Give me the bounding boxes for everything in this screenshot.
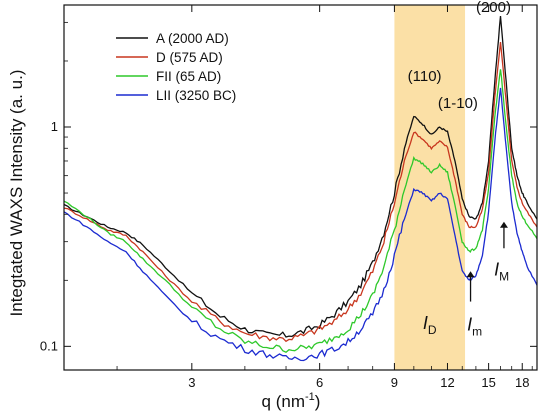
plot-frame	[63, 4, 538, 371]
x-tick-label: 3	[188, 375, 195, 390]
x-tick-label: 12	[440, 375, 454, 390]
marker-label: IM	[494, 260, 509, 284]
legend-label: A (2000 AD)	[156, 31, 229, 46]
x-tick-label: 15	[481, 375, 495, 390]
x-tick-label: 6	[316, 375, 323, 390]
marker-label: Im	[467, 315, 482, 339]
arrow-head	[499, 221, 508, 228]
series-line-lii	[63, 87, 538, 362]
highlight-band-layer	[394, 5, 466, 370]
y-axis-title: Integtated WAXS Intensity (a. u.)	[7, 70, 26, 317]
peak-label: (200)	[476, 0, 511, 16]
axes-frame	[63, 4, 538, 371]
highlight-band	[394, 5, 466, 370]
series-layer	[63, 16, 538, 362]
marker-label: ID	[423, 313, 437, 337]
peak-label: (1-10)	[438, 95, 478, 112]
x-axis-title: q (nm-1)	[262, 391, 321, 411]
series-line-d	[63, 42, 538, 343]
series-line-fii	[63, 69, 538, 353]
arrow-head	[466, 271, 475, 278]
legend-label: LII (3250 BC)	[156, 88, 236, 103]
legend-label: D (575 AD)	[156, 50, 223, 65]
x-tick-label: 9	[391, 375, 398, 390]
tick-layer: 3 6 9 12 15 18 0.1 1	[40, 5, 537, 390]
legend: A (2000 AD) D (575 AD) FII (65 AD) LII (325…	[116, 31, 236, 103]
y-tick-label: 0.1	[40, 338, 58, 353]
x-tick-label: 18	[515, 375, 529, 390]
annotation-layer: (110) (1-10) (200) ID Im IM	[408, 0, 511, 339]
y-tick-label: 1	[51, 119, 58, 134]
series-line-a	[63, 16, 538, 338]
legend-label: FII (65 AD)	[156, 69, 221, 84]
peak-label: (110)	[408, 68, 442, 85]
